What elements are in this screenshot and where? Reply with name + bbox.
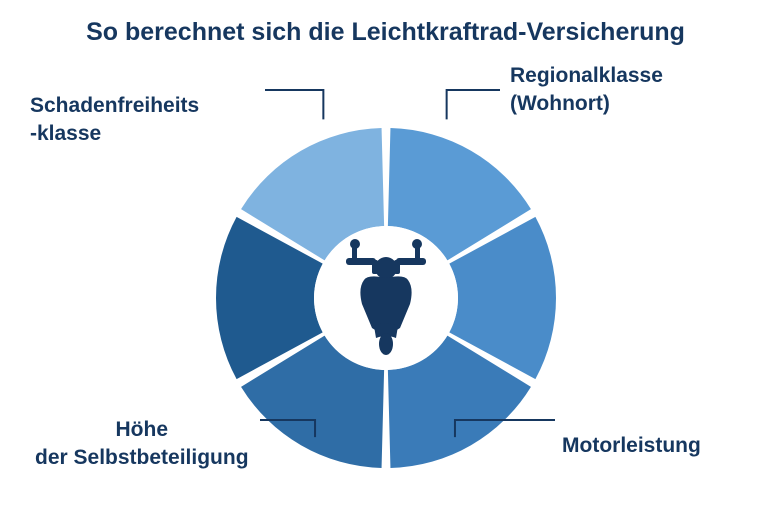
label-line: Regionalklasse [510, 62, 663, 90]
label-regionalklasse: Regionalklasse (Wohnort) [510, 62, 663, 119]
label-line: (Wohnort) [510, 90, 663, 118]
label-line: -klasse [30, 120, 199, 148]
label-line: Motorleistung [562, 432, 701, 460]
label-line: der Selbstbeteiligung [35, 444, 249, 472]
donut-chart [211, 123, 561, 473]
label-motorleistung: Motorleistung [562, 432, 701, 460]
label-schadenfreiheit: Schadenfreiheits -klasse [30, 92, 199, 149]
page-title: So berechnet sich die Leichtkraftrad-Ver… [0, 18, 771, 47]
leader-line [265, 90, 323, 119]
label-line: Höhe [35, 416, 249, 444]
label-line: Schadenfreiheits [30, 92, 199, 120]
label-selbstbeteiligung: Höhe der Selbstbeteiligung [35, 416, 249, 473]
leader-line [447, 90, 500, 119]
